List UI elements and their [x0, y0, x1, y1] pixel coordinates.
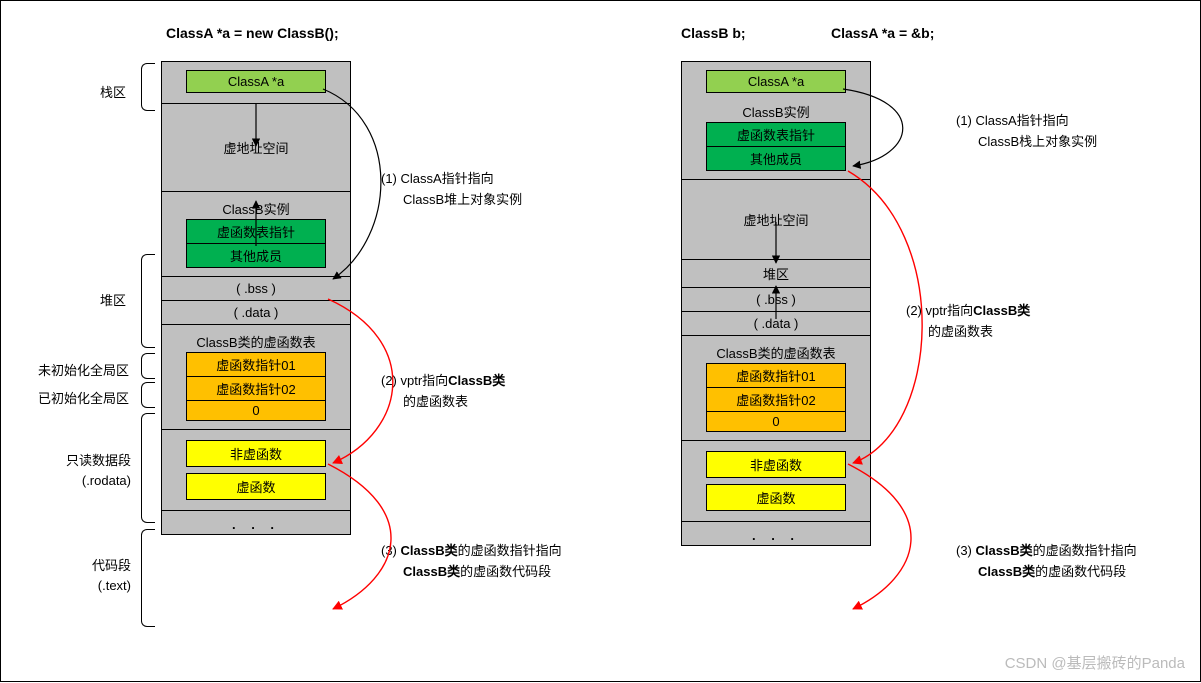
left-bss: ( .bss ) [162, 277, 350, 300]
right-members-box: 其他成员 [706, 147, 846, 171]
left-data: ( .data ) [162, 301, 350, 324]
left-members-box: 其他成员 [186, 244, 326, 268]
watermark: CSDN @基层搬砖的Panda [1005, 652, 1185, 673]
brace-bss [141, 353, 155, 379]
seg-data: 已初始化全局区 [19, 389, 129, 409]
left-dots: . . . [162, 511, 350, 534]
right-instance-label: ClassB实例 [688, 99, 864, 122]
brace-rodata [141, 413, 155, 523]
left-title: ClassA *a = new ClassB(); [166, 25, 339, 41]
right-memory-diagram: ClassA *a ClassB实例 虚函数表指针 其他成员 虚地址空间 堆区 … [681, 61, 871, 546]
right-title-1: ClassB b; [681, 25, 746, 41]
brace-text [141, 529, 155, 627]
right-ptr-box: ClassA *a [706, 70, 846, 93]
right-vfp-zero: 0 [706, 412, 846, 432]
left-caption-1: (1) ClassA指针指向 ClassB堆上对象实例 [381, 169, 522, 211]
left-nonv: 非虚函数 [186, 440, 326, 467]
right-vspace: 虚地址空间 [743, 213, 808, 228]
brace-data [141, 382, 155, 408]
right-caption-3: (3) ClassB类的虚函数指针指向 ClassB类的虚函数代码段 [956, 541, 1137, 583]
seg-rodata1: 只读数据段 [41, 451, 131, 471]
right-vtable-label: ClassB类的虚函数表 [688, 340, 864, 363]
right-vptr-box: 虚函数表指针 [706, 122, 846, 147]
left-instance-label: ClassB实例 [168, 196, 344, 219]
right-data: ( .data ) [682, 312, 870, 335]
left-ptr-box: ClassA *a [186, 70, 326, 93]
right-dots: . . . [682, 522, 870, 545]
left-vfp-zero: 0 [186, 401, 326, 421]
seg-stack: 栈区 [56, 83, 126, 103]
right-nonv: 非虚函数 [706, 451, 846, 478]
right-title-2: ClassA *a = &b; [831, 25, 934, 41]
diagram-canvas: ClassA *a = new ClassB(); ClassA *a 虚地址空… [0, 0, 1201, 682]
seg-text1: 代码段 [41, 556, 131, 576]
seg-heap: 堆区 [56, 291, 126, 311]
right-vfunc: 虚函数 [706, 484, 846, 511]
left-vfp1: 虚函数指针01 [186, 352, 326, 377]
right-caption-1: (1) ClassA指针指向 ClassB栈上对象实例 [956, 111, 1097, 153]
left-caption-3: (3) ClassB类的虚函数指针指向 ClassB类的虚函数代码段 [381, 541, 562, 583]
left-caption-2: (2) vptr指向ClassB类 的虚函数表 [381, 371, 505, 413]
seg-text2: (.text) [41, 576, 131, 596]
left-vptr-box: 虚函数表指针 [186, 219, 326, 244]
right-vfp2: 虚函数指针02 [706, 388, 846, 412]
right-heap: 堆区 [682, 260, 870, 287]
brace-stack [141, 63, 155, 111]
seg-bss: 未初始化全局区 [19, 361, 129, 381]
left-vtable-label: ClassB类的虚函数表 [168, 329, 344, 352]
left-vfunc: 虚函数 [186, 473, 326, 500]
right-vfp1: 虚函数指针01 [706, 363, 846, 388]
left-memory-diagram: ClassA *a 虚地址空间 ClassB实例 虚函数表指针 其他成员 ( .… [161, 61, 351, 535]
brace-heap [141, 254, 155, 348]
left-vspace: 虚地址空间 [223, 141, 288, 156]
right-caption-2: (2) vptr指向ClassB类 的虚函数表 [906, 301, 1030, 343]
left-vfp2: 虚函数指针02 [186, 377, 326, 401]
seg-rodata2: (.rodata) [41, 471, 131, 491]
right-bss: ( .bss ) [682, 288, 870, 311]
